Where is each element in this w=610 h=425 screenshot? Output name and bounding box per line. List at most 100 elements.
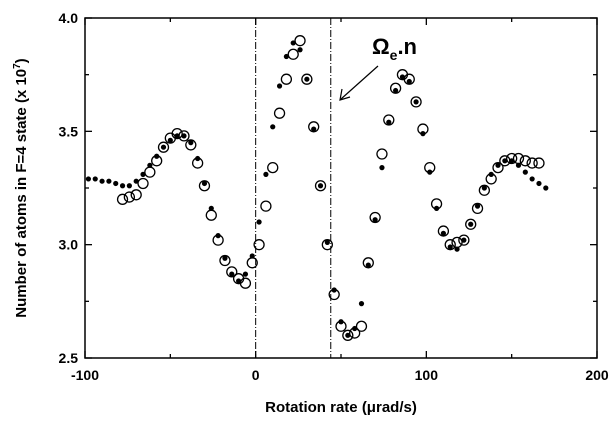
open-circle-point [130, 189, 142, 201]
filled-dot-point [543, 185, 549, 191]
open-circle-point [246, 257, 258, 269]
plot-area [84, 17, 598, 359]
omega-subscript: e [390, 47, 398, 63]
open-circle-point [437, 225, 450, 237]
open-circle-point [178, 130, 190, 142]
open-circle-point [171, 127, 183, 140]
open-circle-point [294, 35, 306, 47]
open-circle-point [157, 141, 170, 153]
filled-dot-point [454, 246, 460, 252]
open-circle-point [526, 157, 538, 169]
open-circle-point [226, 266, 238, 278]
filled-dot-point [188, 140, 194, 146]
filled-dot-point [167, 137, 173, 143]
open-circle-point [465, 218, 477, 230]
annotation-arrow [340, 65, 379, 100]
filled-dot-point [126, 183, 132, 189]
filled-dot-point [106, 178, 112, 184]
filled-dot-point [413, 99, 419, 105]
open-circle-point [185, 139, 197, 151]
axis-ticks [84, 17, 598, 359]
open-circle-point [301, 73, 313, 85]
filled-dot-point [276, 83, 283, 89]
filled-dot-point [358, 301, 365, 307]
open-circle-point [191, 157, 204, 169]
y-axis-title-close: ) [13, 58, 30, 63]
filled-dot-point [311, 126, 317, 132]
y-tick-label: 4.0 [59, 10, 79, 26]
open-circle-point [116, 193, 129, 205]
open-circle-point [212, 234, 224, 246]
filled-dot-point [113, 180, 119, 187]
open-circle-point [362, 257, 374, 269]
open-circle-point [451, 236, 463, 249]
omega-annotation: Ωe.n [339, 34, 417, 101]
open-circle-point [533, 157, 545, 169]
open-circle-point [267, 161, 279, 174]
filled-dot-point [304, 76, 310, 82]
y-axis-title: Number of atoms in F=4 state (x 107) [12, 58, 30, 317]
open-circle-point [328, 288, 340, 301]
filled-dot-point [256, 219, 262, 225]
filled-dot-point [222, 255, 228, 261]
y-tick-label: 2.5 [59, 350, 79, 366]
open-circle-point [383, 114, 395, 126]
open-circle-point [485, 173, 497, 185]
open-circle-point [137, 177, 149, 190]
open-circle-point [321, 239, 333, 251]
open-circle-point [369, 211, 381, 224]
open-circle-point [205, 209, 217, 221]
open-circle-point [151, 155, 163, 167]
filled-dot-point [372, 217, 378, 223]
open-circle-point [314, 180, 327, 192]
filled-dot-point [119, 183, 126, 189]
open-circle-point [424, 161, 436, 174]
filled-dot-point [495, 162, 501, 168]
open-circle-point [260, 200, 272, 212]
x-tick-label: 0 [252, 367, 260, 383]
filled-dot-point [440, 230, 446, 236]
x-axis-title: Rotation rate (μrad/s) [265, 399, 417, 416]
x-tick-label: 200 [585, 367, 609, 383]
filled-dot-point [386, 119, 392, 125]
open-circle-point [376, 148, 388, 160]
open-circle-point [349, 327, 361, 339]
filled-dot-point [229, 271, 235, 277]
open-circle-point [458, 234, 470, 246]
filled-dot-point [99, 178, 105, 184]
open-circle-point [519, 155, 531, 167]
open-circle-point [471, 202, 484, 215]
filled-dot-point [379, 165, 385, 171]
filled-dot-point [515, 162, 522, 168]
open-circle-point [492, 161, 504, 174]
filled-dot-point [201, 180, 208, 187]
open-circle-point [389, 82, 402, 94]
filled-dot-point [270, 124, 276, 130]
series-layer [85, 35, 549, 341]
filled-dot-point [242, 271, 249, 277]
open-circle-point [430, 198, 443, 210]
filled-dot-point [474, 203, 481, 209]
open-circle-point [506, 152, 518, 165]
y-tick-label: 3.5 [59, 123, 79, 139]
annotation-arrowhead [339, 88, 351, 101]
plot-frame [84, 17, 598, 359]
x-tick-label: 100 [415, 367, 439, 383]
open-circle-point [478, 184, 491, 196]
y-tick-label: 3.0 [59, 237, 79, 253]
svg-text:Ωe.n: Ωe.n [372, 34, 417, 63]
open-circle-point [444, 239, 456, 251]
open-circle-point [512, 152, 525, 165]
filled-dot-point [481, 185, 487, 191]
filled-dot-point [529, 176, 535, 182]
open-circle-point [144, 166, 156, 178]
omega-symbol: Ω [372, 34, 390, 59]
filled-dot-point [522, 169, 528, 175]
open-circle-point [287, 48, 299, 60]
filled-dot-point [147, 162, 153, 168]
filled-dot-point [393, 87, 399, 94]
open-circle-point [253, 239, 265, 251]
open-circle-point [123, 191, 136, 203]
tick-labels: -100 0 100 200 2.5 3.0 3.5 4.0 [59, 10, 609, 383]
y-axis-title-exponent: 7 [12, 63, 23, 69]
